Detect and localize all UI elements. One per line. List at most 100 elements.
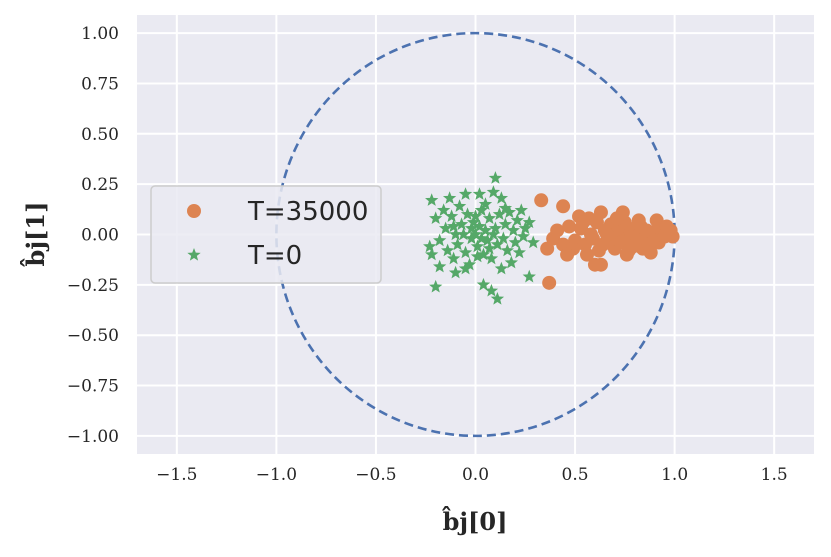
point-t0: [425, 193, 439, 206]
tick-labels: −1.5 −1.0 −0.5 0.0 0.5 1.0 1.5 1.00 0.75 0.50 0.25…: [67, 24, 788, 485]
point-t35000: [562, 219, 577, 234]
point-t0: [458, 245, 473, 259]
point-t0: [458, 187, 473, 200]
point-t0: [498, 217, 513, 231]
x-tick-label: 0.0: [462, 465, 489, 485]
point-t0: [510, 213, 524, 227]
point-t0: [436, 203, 451, 216]
point-t0: [490, 237, 505, 251]
x-tick-label: 1.0: [661, 465, 688, 485]
point-t35000: [550, 223, 565, 238]
point-t0: [429, 211, 443, 225]
point-t0: [442, 191, 457, 204]
legend-star-marker: [187, 248, 201, 261]
point-t0: [474, 231, 489, 245]
point-t0: [429, 279, 443, 293]
point-t0: [496, 231, 511, 245]
point-t0: [446, 219, 461, 233]
point-t0: [490, 291, 505, 305]
point-t0: [460, 207, 475, 221]
point-t35000: [580, 247, 595, 262]
point-t35000: [576, 215, 591, 230]
y-tick-label: 0.25: [81, 175, 119, 195]
legend-circle-marker: [187, 204, 201, 218]
point-t0: [518, 221, 532, 235]
point-t0: [472, 187, 487, 200]
legend-label-t35000: T=35000: [247, 197, 368, 227]
point-t35000: [599, 227, 614, 242]
y-tick-label: −0.25: [67, 276, 119, 296]
legend: T=35000 T=0: [150, 185, 382, 284]
point-t0: [516, 229, 530, 243]
point-t0: [450, 237, 465, 251]
y-tick-label: 1.00: [81, 24, 119, 44]
y-tick-label: 0.75: [81, 74, 119, 94]
point-t35000: [621, 243, 636, 258]
point-t0: [526, 235, 540, 249]
point-t0: [448, 227, 463, 241]
point-t0: [522, 269, 536, 283]
point-t35000: [542, 275, 557, 290]
y-tick-label: 0.50: [81, 125, 119, 145]
point-t0: [498, 201, 513, 214]
grid: [137, 15, 814, 454]
point-t0: [464, 221, 479, 235]
y-tick-label: −1.00: [67, 427, 119, 447]
x-tick-label: −1.5: [156, 465, 197, 485]
point-t35000: [556, 199, 571, 214]
point-t35000: [609, 211, 624, 226]
point-t0: [438, 221, 453, 235]
point-t0: [470, 239, 485, 253]
y-tick-label: 0.00: [81, 226, 119, 246]
point-t0: [433, 233, 447, 247]
y-axis-label: b̂j[1]: [20, 202, 50, 268]
legend-marker-t35000: [187, 204, 201, 218]
legend-marker-t0: [187, 248, 201, 261]
point-t0: [486, 185, 501, 198]
point-t35000: [583, 227, 598, 242]
point-t35000: [631, 213, 646, 228]
point-t0: [512, 245, 526, 259]
point-t0: [440, 243, 455, 257]
point-t0: [494, 261, 509, 275]
point-t0: [458, 261, 473, 275]
y-tick-label: −0.75: [67, 377, 119, 397]
point-t0: [462, 257, 477, 271]
point-t35000: [659, 219, 674, 234]
point-t0: [482, 241, 497, 255]
point-t0: [446, 251, 461, 265]
point-t0: [488, 171, 503, 184]
point-t0: [484, 283, 499, 297]
point-t0: [492, 207, 507, 221]
points-layer: [423, 171, 680, 305]
legend-label-t0: T=0: [247, 241, 302, 271]
point-t0: [522, 215, 536, 229]
point-t0: [444, 209, 459, 223]
point-t0: [425, 247, 439, 261]
point-t0: [454, 217, 469, 231]
point-t35000: [560, 247, 575, 262]
point-t0: [452, 199, 467, 212]
point-t0: [482, 211, 497, 225]
point-t0: [423, 239, 437, 253]
point-t0: [484, 251, 499, 265]
point-t0: [480, 233, 495, 247]
point-t0: [506, 223, 520, 237]
y-tick-label: −0.50: [67, 326, 119, 346]
point-t0: [472, 219, 487, 233]
legend-box: [150, 185, 382, 284]
x-tick-label: −0.5: [355, 465, 396, 485]
point-t0: [502, 205, 517, 219]
point-t0: [433, 259, 447, 273]
point-t0: [514, 203, 528, 216]
point-t0: [448, 265, 463, 279]
point-t0: [456, 227, 471, 241]
point-t0: [464, 231, 479, 245]
point-t35000: [593, 257, 608, 272]
point-t0: [500, 243, 515, 257]
point-t0: [478, 223, 493, 237]
x-tick-label: 1.5: [761, 465, 788, 485]
point-t0: [468, 209, 483, 223]
point-t0: [470, 249, 485, 263]
